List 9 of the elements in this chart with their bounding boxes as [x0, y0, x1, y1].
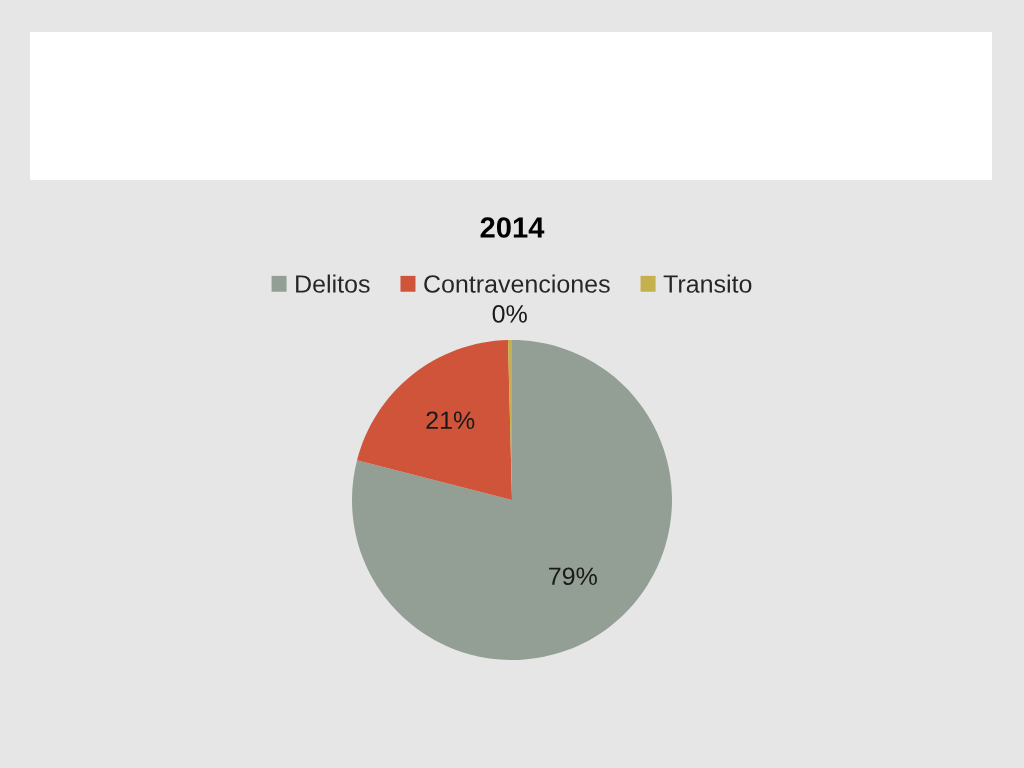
chart-title: 2014: [480, 217, 545, 238]
legend-label: Delitos: [296, 274, 370, 293]
data-label: 0%: [492, 305, 527, 323]
data-label: 79%: [549, 567, 597, 586]
legend-label: Transito: [663, 274, 752, 293]
pie-slice: [352, 340, 672, 660]
data-label: 21%: [426, 411, 475, 429]
pie-slice: [357, 340, 512, 500]
legend-label: Contravenciones: [424, 274, 610, 293]
